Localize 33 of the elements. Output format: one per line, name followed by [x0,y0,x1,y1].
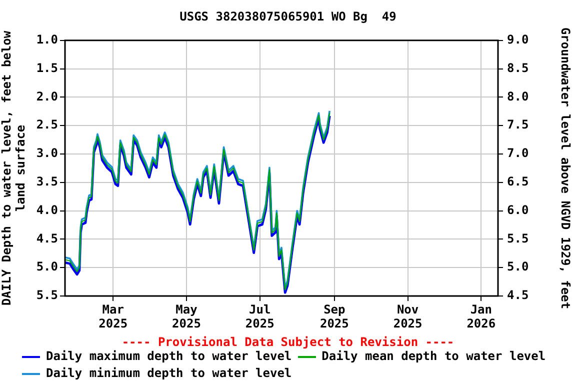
y2-tick-label: 8.5 [507,60,529,75]
y-tick-label: 4.0 [36,202,58,217]
legend-label: Daily minimum depth to water level [46,366,292,381]
x-tick-label: Jan 2026 [466,302,496,331]
y-tick-label: 4.5 [36,231,58,246]
x-tick-label: Jul 2025 [245,302,274,331]
legend-label: Daily mean depth to water level [322,349,546,364]
y2-tick-label: 6.0 [507,202,529,217]
y-tick-label: 3.5 [36,174,58,189]
y2-axis-title: Groundwater level above NGVD 1929, feet [558,27,573,310]
y2-tick-label: 5.0 [507,260,529,274]
y-tick-label: 2.5 [36,118,58,132]
y2-tick-label: 9.0 [507,32,529,47]
x-tick-label: May 2025 [172,302,201,331]
y2-tick-label: 8.0 [507,89,529,104]
legend-label: Daily maximum depth to water level [46,349,292,364]
y2-tick-label: 7.0 [507,146,529,160]
x-tick-label: Mar 2025 [98,302,128,331]
y-tick-label: 2.0 [36,89,58,104]
text: ---- Provisional Data Subject to Revision ---- [120,335,456,349]
y-axis-title: DAILY Depth to water level, feet below land surface [0,30,28,306]
y2-tick-label: 6.5 [507,174,529,189]
y-tick-label: 5.0 [36,260,58,274]
y-tick-label: 1.0 [36,32,58,47]
y2-tick-label: 4.5 [507,288,529,302]
chart-title: USGS 382038075065901 WO Bg 49 [180,9,396,24]
y2-tick-label: 5.5 [507,231,529,246]
x-tick-label: Sep 2025 [320,302,349,331]
x-tick-label: Nov 2025 [393,302,422,331]
y-tick-label: 1.5 [36,60,58,75]
y-tick-label: 3.0 [36,146,58,160]
y2-tick-label: 7.5 [507,118,529,132]
y-tick-label: 5.5 [36,288,58,302]
